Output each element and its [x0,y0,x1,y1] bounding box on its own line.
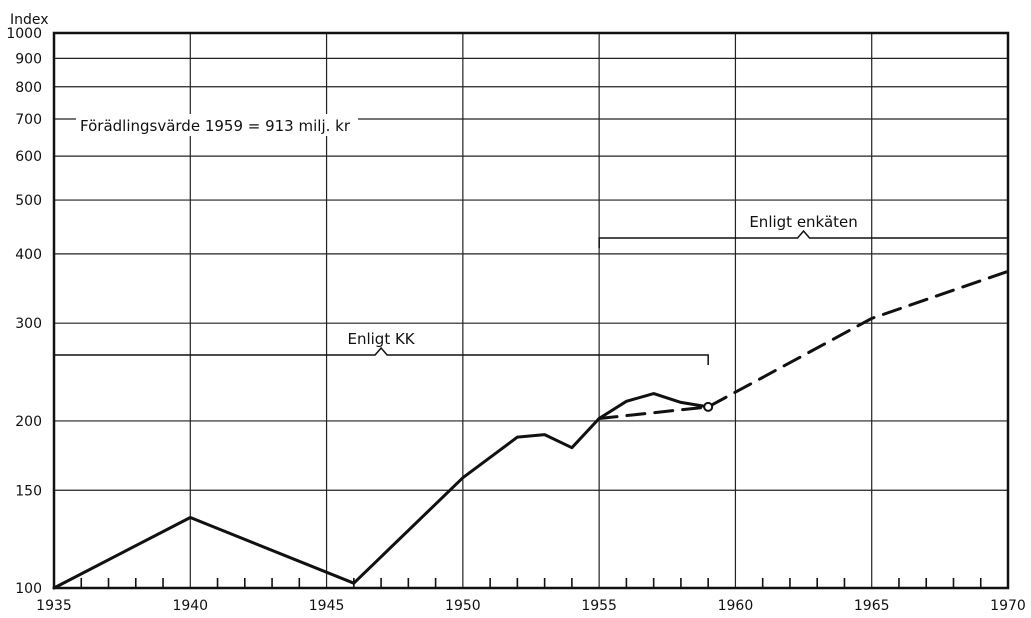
y-tick-label-700: 700 [15,112,42,128]
x-tick-label-1965: 1965 [854,598,890,614]
series-layer [52,269,1010,590]
y-axis-label: Index [10,12,49,28]
x-tick-label-1970: 1970 [990,598,1026,614]
y-tick-label-400: 400 [15,247,42,263]
x-tick-label-1960: 1960 [718,598,754,614]
x-tick-label-1950: 1950 [445,598,481,614]
x-tick-labels: 1935 1940 1945 1950 1955 1960 1965 1970 [36,598,1026,614]
y-tick-label-500: 500 [15,193,42,209]
y-tick-label-600: 600 [15,149,42,165]
annotation-enligt-kk-bracket [53,346,709,365]
x-tick-label-1955: 1955 [581,598,617,614]
annotation-background [76,114,358,136]
x-tick-label-1940: 1940 [172,598,208,614]
y-tick-labels: 100 150 200 300 400 500 600 700 800 900 1000 [6,26,42,597]
annotation-enligt-kk-label: Enligt KK [347,330,415,348]
y-tick-label-200: 200 [15,414,42,430]
y-tick-label-300: 300 [15,316,42,332]
x-tick-label-1945: 1945 [309,598,345,614]
y-tick-label-900: 900 [15,51,42,67]
y-tick-label-100: 100 [15,581,42,597]
series-line-dashed [597,269,1010,420]
minor-ticks [80,578,982,588]
x-tick-label-1935: 1935 [36,598,72,614]
y-tick-label-150: 150 [15,483,42,499]
y-tick-label-1000: 1000 [6,26,42,42]
plot-frame [52,31,1010,590]
annotation-enligt-enkaten-bracket [598,229,1009,248]
annotation-enligt-enkaten-label: Enligt enkäten [749,213,857,231]
annotation-value-added: Förädlingsvärde 1959 = 913 milj. kr [80,117,351,135]
bracket-annotations: Enligt KK Enligt enkäten [53,213,1009,365]
series-line-solid [52,392,710,590]
y-tick-label-800: 800 [15,80,42,96]
data-point-marker [703,401,714,412]
